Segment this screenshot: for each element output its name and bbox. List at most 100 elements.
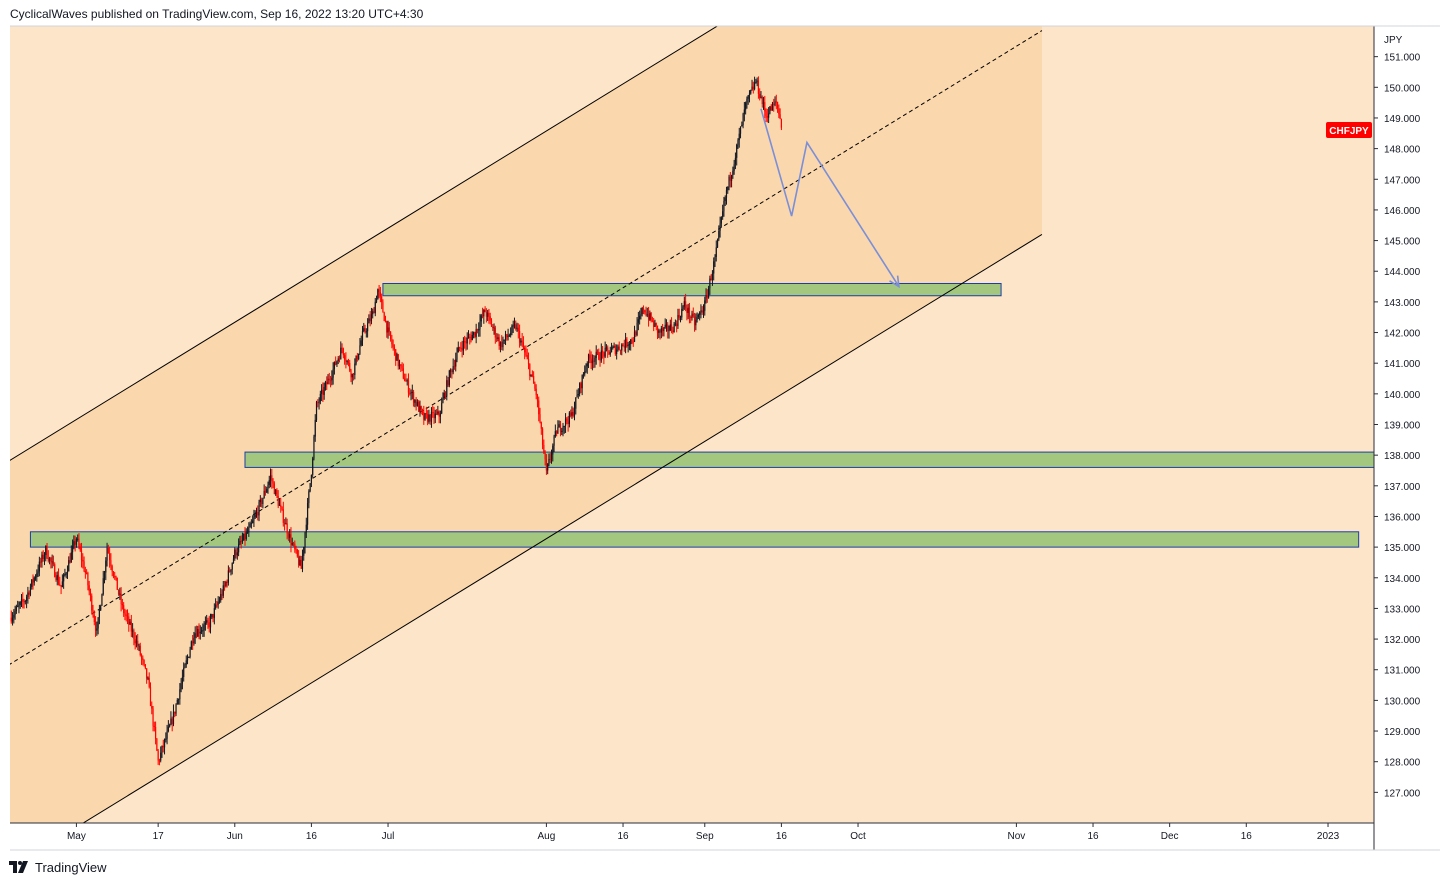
candle-body (575, 397, 577, 409)
candle-body (557, 427, 559, 434)
candle-body (554, 431, 556, 437)
candle-body (665, 324, 668, 326)
x-tick-label: Nov (1007, 831, 1025, 842)
candle-body (93, 615, 95, 622)
candle-body (544, 453, 546, 460)
candle-body (370, 314, 373, 322)
candle-body (411, 391, 413, 393)
candle-body (568, 412, 570, 424)
candle-body (300, 559, 302, 569)
candle-body (603, 352, 605, 357)
candle-body (73, 541, 75, 547)
candle-body (154, 726, 157, 739)
candle-body (427, 414, 429, 422)
candle-body (655, 323, 657, 326)
candle-body (121, 603, 123, 606)
candle-body (756, 80, 758, 82)
candle-body (570, 412, 572, 416)
candle-body (722, 211, 724, 218)
candle-body (751, 86, 753, 91)
channel-midline (10, 30, 1043, 665)
x-tick-label: Jun (227, 831, 243, 842)
y-tick-label: 151.000 (1384, 53, 1421, 64)
candle-body (290, 534, 292, 545)
candle-body (143, 660, 145, 665)
candle-body (738, 133, 740, 141)
candle-body (456, 352, 458, 360)
candle-body (604, 347, 606, 357)
candle-body (183, 667, 185, 677)
candle-body (250, 523, 252, 525)
candle-body (13, 614, 15, 618)
candle-body (492, 326, 494, 329)
candle-body (333, 361, 335, 369)
candle-body (563, 425, 565, 427)
candle-body (140, 655, 143, 659)
candle-body (84, 571, 86, 573)
candle-body (596, 351, 599, 353)
candle-body (317, 402, 319, 404)
y-tick-label: 147.000 (1384, 175, 1421, 186)
footer-brand[interactable]: TradingView (9, 857, 107, 877)
candle-body (433, 412, 435, 419)
candle-body (617, 346, 619, 350)
candle-body (318, 401, 320, 403)
candle-body (162, 745, 164, 748)
y-tick-label: 131.000 (1384, 666, 1421, 677)
candle-body (170, 718, 172, 725)
candle-body (469, 336, 471, 338)
candle-body (741, 125, 743, 127)
candle-body (258, 502, 260, 516)
candle-body (700, 310, 702, 313)
candle-body (649, 313, 651, 320)
candle-body (723, 201, 725, 212)
projection-path (760, 108, 900, 287)
candle-body (613, 346, 615, 348)
candle-body (732, 170, 734, 176)
candle-body (572, 412, 574, 416)
candle-body (775, 101, 777, 103)
candle-body (24, 601, 26, 603)
candle-body (418, 401, 420, 412)
candle-body (139, 645, 141, 656)
candle-body (239, 541, 241, 545)
candle-body (280, 504, 282, 507)
candle-body (553, 436, 555, 446)
candle-body (637, 319, 639, 323)
candle-body (326, 382, 328, 385)
candle-body (452, 366, 454, 373)
candle-body (522, 342, 525, 349)
candle-body (322, 389, 324, 395)
candle-body (636, 322, 638, 336)
symbol-badge (1326, 122, 1372, 138)
candle-body (374, 301, 376, 314)
candle-body (375, 299, 378, 302)
candle-body (624, 338, 627, 348)
candle-body (642, 308, 645, 311)
candle-body (529, 364, 531, 377)
y-tick-label: 141.000 (1384, 359, 1421, 370)
candle-body (706, 295, 708, 298)
candle-body (586, 363, 588, 367)
candle-body (262, 498, 264, 504)
candle-body (157, 750, 159, 761)
y-tick-label: 133.000 (1384, 604, 1421, 615)
candle-body (622, 344, 624, 346)
candle-body (540, 422, 542, 429)
candle-body (23, 601, 25, 603)
candle-body (676, 323, 678, 326)
candle-body (577, 394, 579, 396)
y-tick-label: 128.000 (1384, 758, 1421, 769)
candle-body (489, 316, 491, 321)
candle-body (125, 614, 127, 616)
candle-body (755, 81, 757, 83)
candle-body (614, 346, 616, 354)
x-tick-label: Jul (382, 831, 395, 842)
candle-body (282, 509, 284, 523)
candle-body (379, 292, 381, 297)
candle-body (71, 546, 74, 553)
candle-body (331, 377, 333, 381)
candle-body (639, 315, 641, 320)
candle-body (61, 581, 63, 588)
